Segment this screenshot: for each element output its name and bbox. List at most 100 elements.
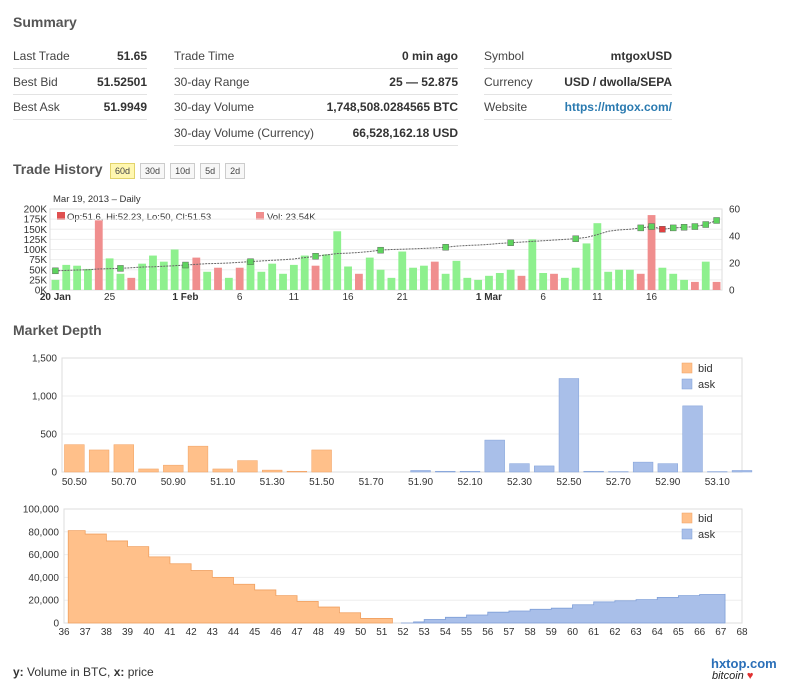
y-tick-label: 80,000 (28, 527, 59, 538)
volume-bar (344, 266, 352, 290)
ask-bar (731, 470, 753, 473)
ask-legend-swatch (681, 378, 693, 390)
x-tick-label: 68 (736, 627, 748, 638)
volume-bar (571, 267, 580, 290)
volume-bar (149, 255, 157, 290)
summary-label: 30-day Volume (174, 100, 255, 114)
volume-bar (333, 231, 342, 290)
summary-row: Website https://mtgox.com/ (484, 95, 672, 120)
summary-row: Trade Time 0 min ago (174, 44, 458, 69)
y2-tick-label: 0 (729, 286, 735, 297)
volume-bar (127, 277, 136, 290)
ask-bar (410, 470, 431, 473)
volume-bar (452, 260, 461, 290)
x-tick-label: 40 (143, 627, 155, 638)
volume-bar (615, 269, 623, 290)
volume-bar (311, 265, 320, 290)
summary-value: 51.52501 (96, 74, 147, 89)
volume-bar (582, 243, 591, 290)
ask-legend-label: ask (698, 529, 716, 541)
range-button-60d[interactable]: 60d (110, 163, 136, 179)
range-button-5d[interactable]: 5d (200, 163, 221, 179)
x-tick-label: 50.70 (111, 477, 136, 488)
x-tick-label: 60 (567, 627, 579, 638)
summary-label: Website (484, 100, 528, 114)
price-candle (52, 267, 59, 275)
volume-bar (51, 279, 60, 290)
range-button-2d[interactable]: 2d (225, 163, 246, 179)
volume-bar (701, 261, 710, 290)
volume-bar (105, 258, 114, 290)
x-tick-label: 52.10 (457, 477, 482, 488)
summary-label: Currency (484, 74, 533, 89)
price-candle (247, 258, 254, 265)
bid-bar (113, 444, 134, 473)
volume-bar (712, 281, 721, 290)
x-tick-label: 55 (461, 627, 473, 638)
volume-bar (625, 269, 634, 290)
volume-bar (398, 251, 407, 290)
volume-bar (365, 257, 374, 290)
summary-label: 30-day Range (174, 74, 250, 89)
ask-bar (657, 463, 678, 473)
y2-tick-label: 40 (729, 232, 741, 243)
x-tick-label: 52 (397, 627, 409, 638)
volume-bar (441, 273, 450, 290)
volume-bar (420, 265, 428, 290)
summary-label: 30-day Volume (Currency) (174, 125, 315, 140)
volume-bar (506, 269, 515, 290)
market-depth-bar-chart: 1,500 1,000 500 0 50.50 50.70 50.90 51.10 51.30 5… (32, 354, 753, 488)
volume-bar (528, 239, 537, 290)
vol-text: Vol: 23.54K (267, 212, 316, 223)
summary-row: Best Ask 51.9949 (13, 95, 147, 120)
ask-legend-swatch (681, 528, 693, 540)
range-button-30d[interactable]: 30d (140, 163, 166, 179)
volume-bar (485, 275, 493, 290)
summary-row: 30-day Range 25 — 52.875 (174, 70, 458, 95)
y-tick-label: 0K (35, 286, 48, 297)
x-tick-label: 36 (58, 627, 70, 638)
market-depth-cumulative-chart: 100,000 80,000 60,000 40,000 20,000 036 37 38 39… (23, 505, 748, 639)
x-tick-label: 25 (104, 292, 116, 303)
x-tick-label: 45 (249, 627, 261, 638)
x-tick-label: 48 (313, 627, 325, 638)
volume-bar (376, 269, 385, 290)
price-candle (702, 221, 709, 228)
website-link[interactable]: https://mtgox.com/ (564, 100, 672, 114)
summary-row: Last Trade 51.65 (13, 44, 147, 69)
y-tick-label: 175K (24, 215, 48, 226)
volume-bar (691, 281, 699, 290)
volume-bar (669, 273, 678, 290)
volume-bar (430, 261, 439, 290)
ask-bar (558, 378, 580, 473)
x-tick-label: 16 (646, 292, 658, 303)
ask-area (400, 593, 726, 624)
brand-logo[interactable]: hxtop.com (711, 656, 777, 671)
volume-bar (138, 263, 147, 290)
plot-frame (49, 208, 723, 291)
x-tick-label: 53 (419, 627, 431, 638)
volume-bar (224, 277, 233, 290)
x-tick-label: 54 (440, 627, 452, 638)
x-tick-label: 51 (376, 627, 388, 638)
volume-bar (62, 264, 71, 290)
volume-bar (636, 273, 645, 290)
x-tick-label: 62 (609, 627, 621, 638)
summary-row: Currency USD / dwolla/SEPA (484, 70, 672, 95)
summary-value: 66,528,162.18 USD (352, 125, 458, 140)
y-tick-label: 75K (29, 255, 47, 266)
volume-bar (116, 273, 125, 290)
summary-label: Best Bid (13, 74, 58, 89)
range-button-10d[interactable]: 10d (170, 163, 196, 179)
volume-bar (84, 268, 92, 290)
x-tick-label: 49 (334, 627, 346, 638)
bid-bar (88, 449, 110, 473)
x-tick-label: 37 (80, 627, 92, 638)
x-tick-label: 41 (164, 627, 176, 638)
y-tick-label: 25K (29, 275, 47, 286)
summary-value: mtgoxUSD (610, 49, 672, 63)
x-tick-label: 44 (228, 627, 240, 638)
x-tick-label: 51.30 (260, 477, 285, 488)
x-tick-label: 11 (592, 292, 603, 303)
price-line (55, 220, 717, 272)
